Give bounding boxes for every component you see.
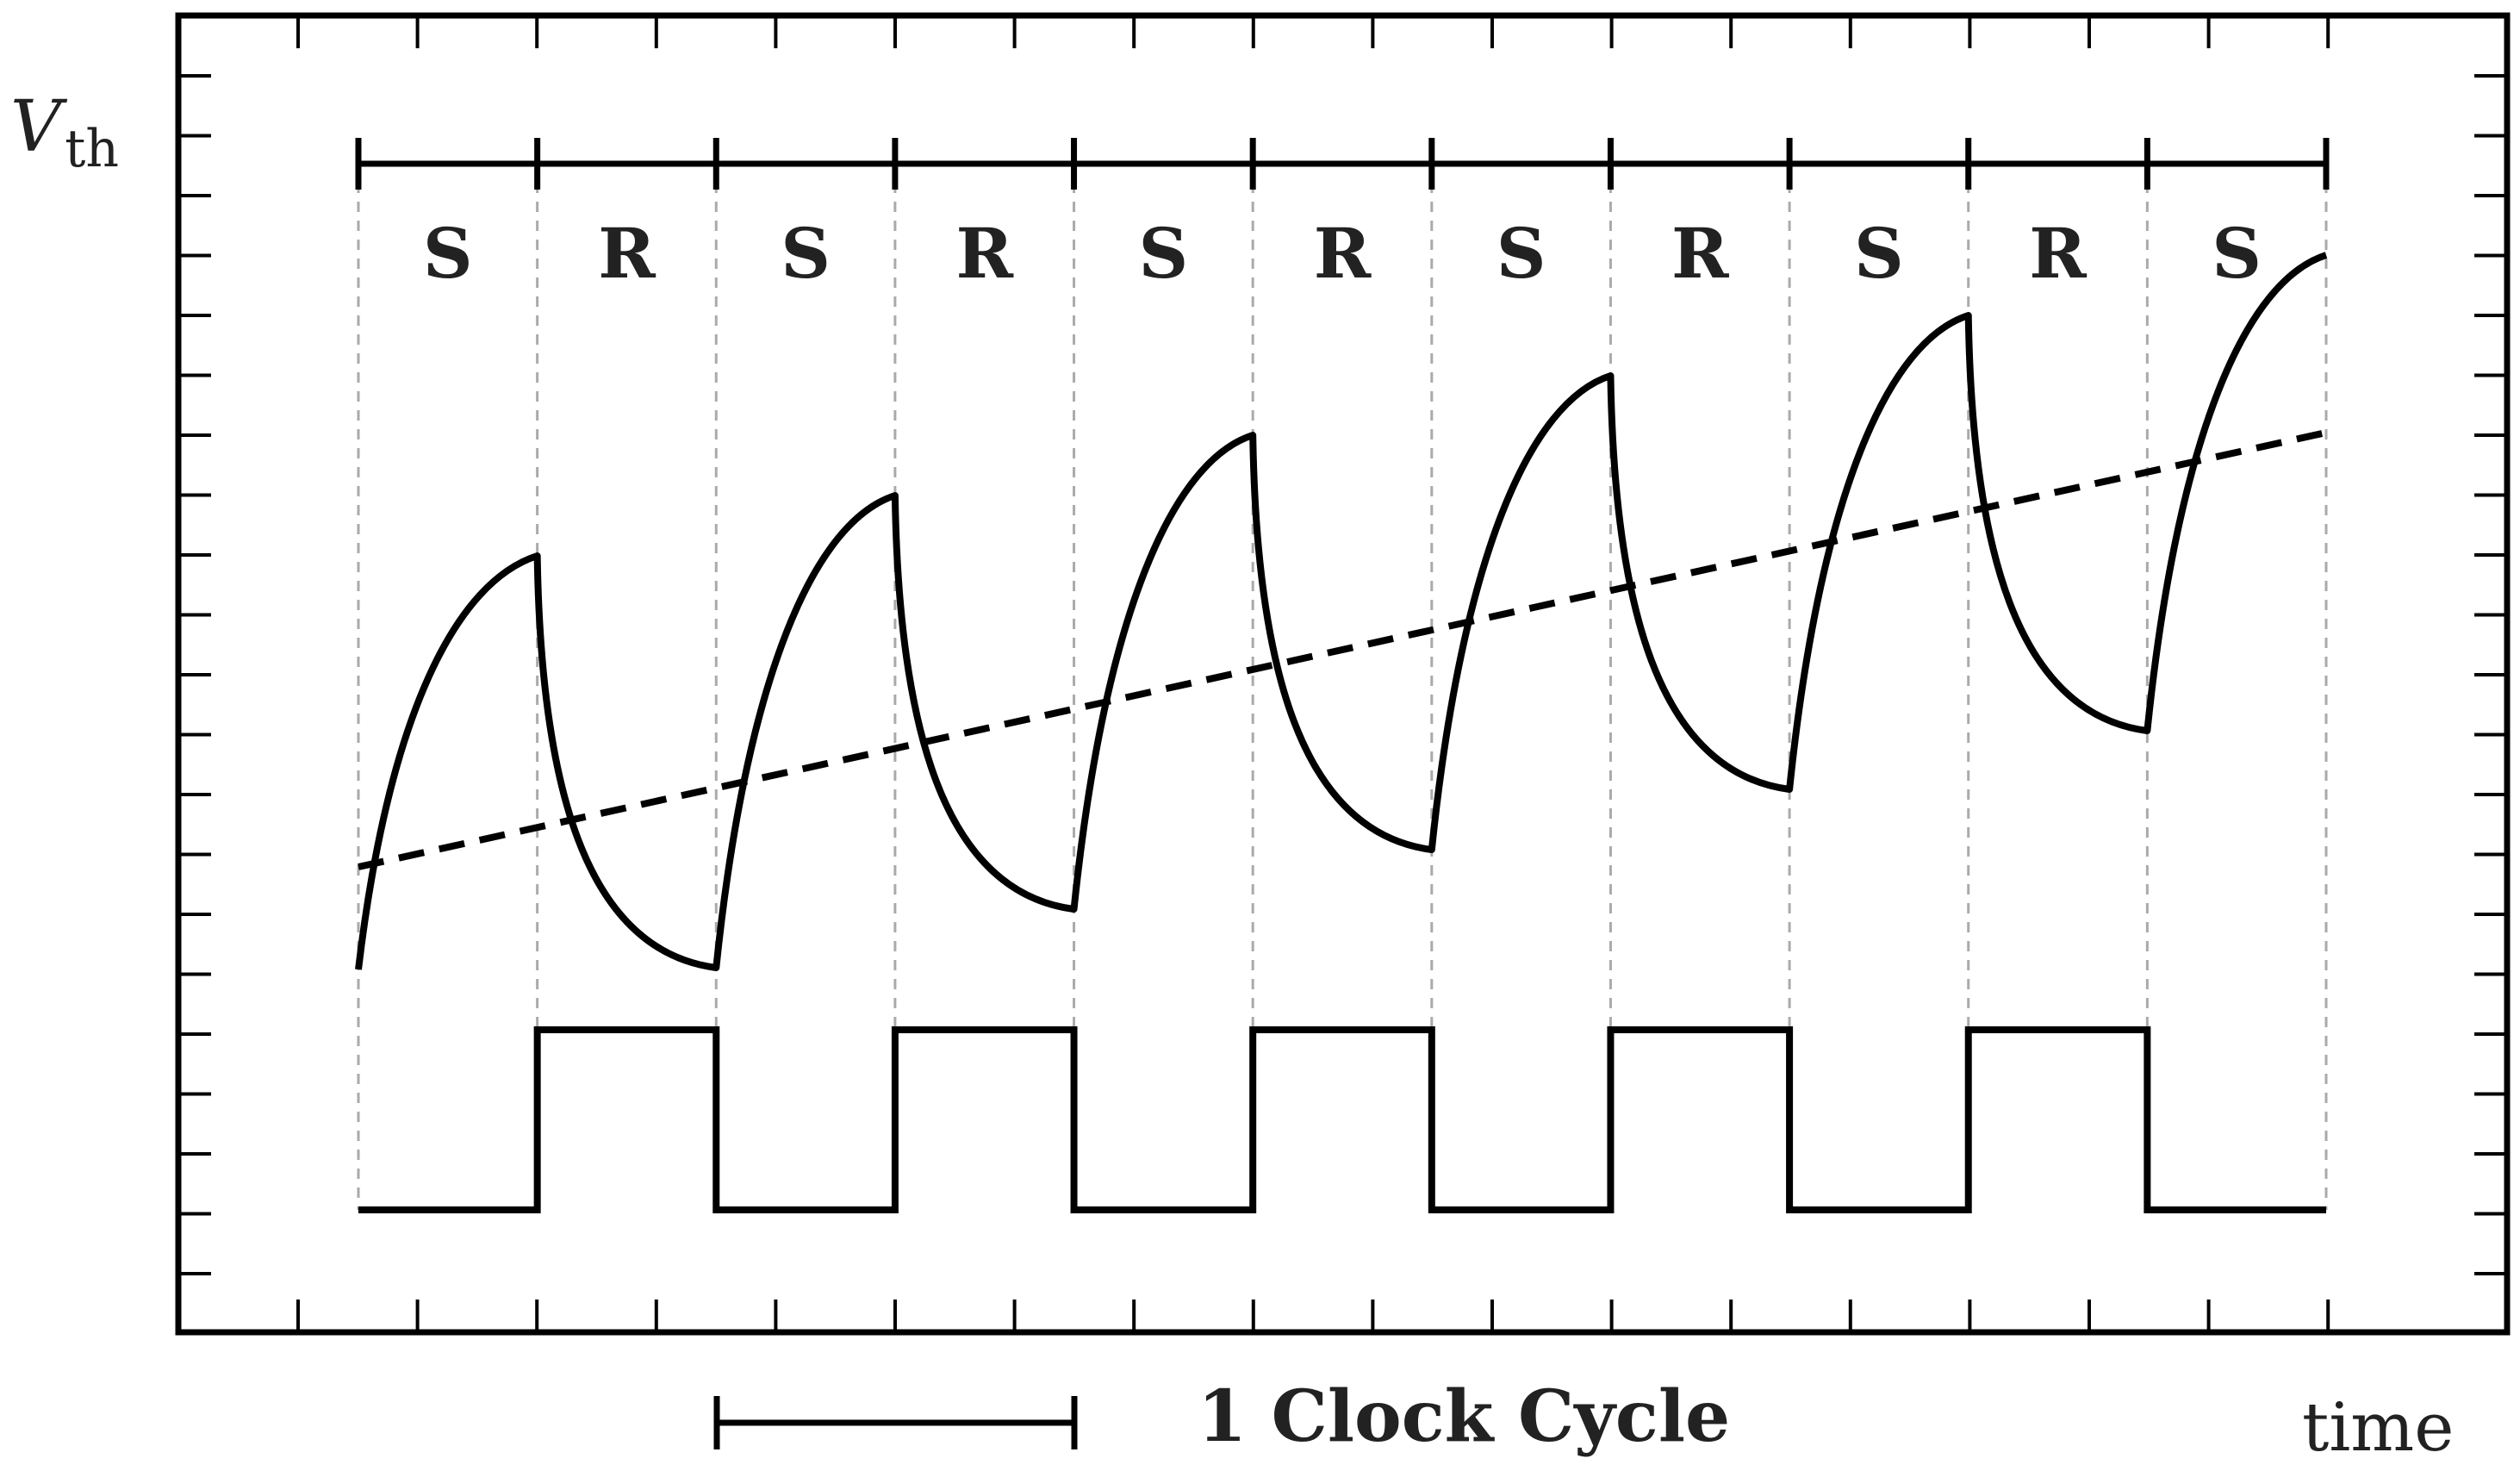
y-axis-label-subscript: th	[65, 119, 119, 179]
phase-label-stress: S	[1854, 213, 1904, 294]
vth-trend-line	[358, 429, 2327, 870]
frame-ticks	[178, 16, 2507, 1332]
y-axis-label: Vth	[10, 86, 119, 179]
phase-label-recovery: R	[955, 213, 1013, 294]
phase-label-stress: S	[423, 213, 473, 294]
phase-label-recovery: R	[1314, 213, 1372, 294]
phase-label-stress: S	[781, 213, 831, 294]
phase-label-recovery: R	[598, 213, 656, 294]
phase-label-stress: S	[1138, 213, 1188, 294]
clock-signal	[358, 1026, 2326, 1213]
phase-label-stress: S	[1496, 213, 1546, 294]
x-axis-label: time	[2302, 1389, 2454, 1467]
phase-label-recovery: R	[2029, 213, 2087, 294]
phase-guides	[357, 183, 2328, 1210]
vth-curve	[355, 252, 2328, 971]
phase-timeline	[355, 138, 2330, 190]
phase-label-stress: S	[2212, 213, 2262, 294]
clock-cycle-scale-bar	[713, 1396, 1078, 1449]
phase-label-recovery: R	[1671, 213, 1729, 294]
y-axis-label-main: V	[10, 86, 68, 168]
clock-cycle-label: 1 Clock Cycle	[1198, 1375, 1730, 1458]
